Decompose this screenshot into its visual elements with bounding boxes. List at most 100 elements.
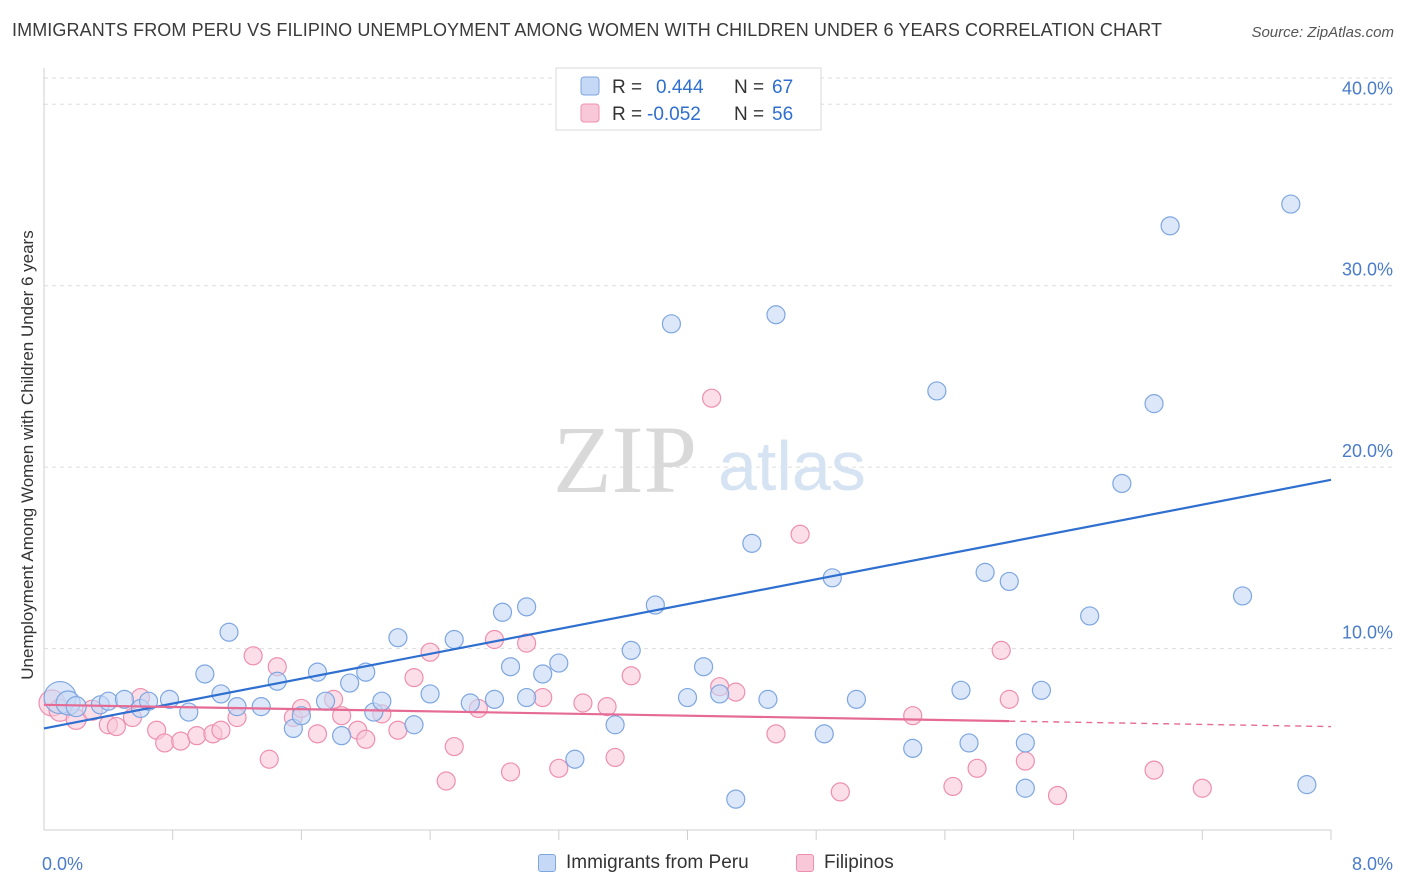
filipinos-point: [259, 749, 279, 769]
peru-point: [1281, 194, 1301, 214]
legend-r-label-peru: R =: [612, 77, 642, 98]
peru-point: [742, 533, 762, 553]
filipinos-point: [211, 720, 231, 740]
peru-point: [179, 702, 199, 722]
filipinos-point: [726, 682, 746, 702]
peru-point: [549, 653, 569, 673]
filipinos-point: [307, 724, 328, 744]
filipinos-point: [388, 720, 408, 740]
peru-point: [693, 657, 714, 677]
source-label: Source: ZipAtlas.com: [1251, 24, 1394, 41]
legend-box: R = 0.444 N = 67 R = -0.052 N = 56: [555, 67, 822, 131]
trend-line-peru: [43, 478, 1332, 730]
peru-point: [951, 680, 971, 700]
grid-lines: [44, 77, 1393, 650]
peru-point: [959, 733, 979, 753]
peru-point: [903, 738, 923, 758]
chart-title: IMMIGRANTS FROM PERU VS FILIPINO UNEMPLO…: [12, 20, 1163, 40]
peru-point: [388, 628, 408, 648]
peru-point: [444, 629, 464, 650]
peru-point: [1160, 216, 1180, 236]
legend-swatch-peru: [580, 76, 600, 96]
filipinos-point: [597, 697, 617, 717]
peru-point: [372, 691, 392, 711]
watermark: ZIP atlas: [553, 406, 866, 513]
filipinos-point: [500, 762, 521, 782]
peru-point: [1232, 586, 1253, 606]
peru-point: [1015, 733, 1035, 753]
peru-point: [975, 562, 995, 582]
peru-point: [565, 749, 585, 769]
peru-point: [484, 689, 505, 709]
bottom-legend: Immigrants from Peru Filipinos: [0, 852, 1406, 878]
filipinos-point: [621, 666, 641, 686]
peru-point: [65, 696, 87, 718]
filipinos-point: [533, 687, 553, 708]
legend-r-value-peru: 0.444: [656, 77, 704, 98]
peru-point: [927, 381, 947, 401]
peru-point: [1112, 473, 1132, 494]
filipinos-point: [1144, 760, 1164, 780]
trend-line-filipinos: [43, 703, 1010, 723]
filipinos-point: [187, 726, 207, 746]
filipinos-point: [943, 776, 963, 797]
filipinos-point: [444, 736, 464, 757]
peru-point: [517, 597, 537, 617]
filipinos-point: [549, 758, 569, 778]
trend-line-filipinos-extension: [1009, 720, 1332, 728]
peru-point: [677, 687, 698, 708]
legend-n-value-filipinos: 56: [772, 104, 793, 125]
filipinos-point: [999, 689, 1019, 709]
peru-point: [291, 706, 311, 726]
filipinos-point: [356, 729, 376, 749]
filipinos-point: [967, 758, 987, 778]
peru-point: [621, 640, 641, 660]
trend-lines: [43, 478, 1332, 730]
filipinos-point: [573, 693, 593, 713]
peru-point: [726, 789, 746, 809]
peru-point: [500, 657, 521, 677]
peru-point: [1080, 606, 1100, 626]
filipinos-point: [332, 706, 352, 726]
legend-n-label-filipinos: N =: [734, 104, 764, 125]
filipinos-point: [903, 706, 923, 726]
filipinos-point: [790, 524, 810, 544]
filipinos-point: [243, 646, 263, 666]
peru-point: [195, 664, 215, 684]
peru-point: [533, 664, 553, 684]
peru-point: [460, 693, 480, 713]
filipinos-point: [1047, 785, 1068, 806]
filipinos-point: [830, 782, 850, 802]
y-tick-label: 30.0%: [1342, 260, 1393, 280]
x-tick-label-max: 8.0%: [1352, 854, 1393, 874]
bottom-legend-peru: Immigrants from Peru: [538, 852, 749, 874]
bottom-legend-label-filipinos: Filipinos: [824, 852, 894, 873]
peru-point: [251, 697, 271, 717]
legend-r-value-filipinos: -0.052: [647, 104, 701, 125]
filipinos-point: [605, 747, 625, 768]
peru-point: [492, 602, 513, 622]
filipinos-point: [171, 731, 191, 751]
watermark-atlas: atlas: [718, 427, 866, 505]
peru-point: [315, 691, 336, 711]
filipinos-point: [702, 388, 722, 408]
peru-point: [307, 662, 328, 682]
peru-point: [1031, 680, 1052, 700]
watermark-zip: ZIP: [553, 406, 697, 513]
bottom-legend-filipinos: Filipinos: [796, 852, 894, 874]
peru-point: [517, 687, 537, 708]
peru-point: [1015, 778, 1035, 798]
legend-n-value-peru: 67: [772, 77, 793, 98]
legend-swatch-filipinos: [580, 103, 600, 123]
filipinos-point: [1015, 751, 1035, 771]
filipinos-point: [106, 716, 126, 737]
peru-point: [420, 684, 440, 704]
peru-point: [605, 715, 625, 735]
peru-point: [114, 689, 135, 709]
peru-point: [846, 689, 867, 709]
filipinos-point: [404, 667, 424, 688]
bottom-legend-swatch-peru: [538, 854, 556, 872]
filipinos-point: [1192, 778, 1212, 798]
peru-point: [1144, 394, 1164, 414]
